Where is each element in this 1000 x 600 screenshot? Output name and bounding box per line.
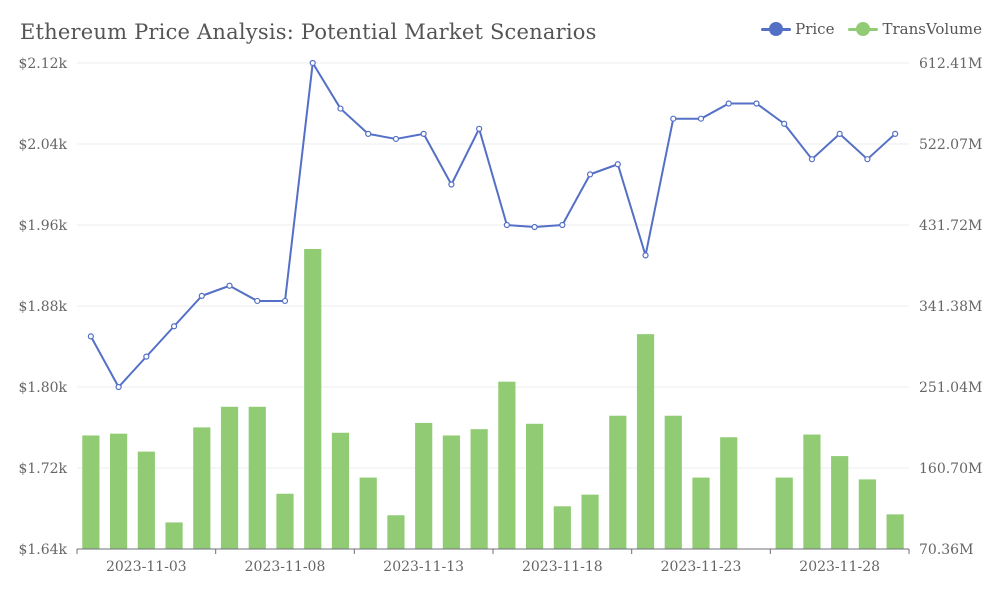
point-price[interactable] [226,282,233,289]
y-right-tick-label: 251.04M [919,380,982,396]
x-tick-label: 2023-11-28 [799,559,880,575]
bar-transvolume[interactable] [803,434,821,549]
point-price[interactable] [559,221,566,229]
point-price[interactable] [531,223,538,231]
bar-transvolume[interactable] [775,477,793,549]
bar-transvolume[interactable] [248,406,266,549]
line-price [89,62,896,388]
bar-transvolume[interactable] [165,522,183,549]
point-price[interactable] [309,59,316,67]
point-price[interactable] [281,297,289,305]
point-price[interactable] [697,115,705,122]
legend-item-transvolume[interactable]: TransVolume [848,20,982,38]
point-price[interactable] [892,130,899,137]
point-price[interactable] [365,130,372,137]
point-price[interactable] [170,323,178,330]
point-price[interactable] [198,292,205,299]
bar-transvolume[interactable] [553,506,571,549]
x-tick-label: 2023-11-23 [661,559,742,575]
bar-transvolume[interactable] [387,515,405,549]
point-price[interactable] [725,100,732,107]
legend-swatch-price [761,22,792,36]
y-right-tick-label: 431.72M [919,218,982,234]
legend-label-price: Price [795,20,835,38]
bar-transvolume[interactable] [636,334,655,549]
bar-transvolume[interactable] [359,477,377,549]
point-price[interactable] [614,161,621,168]
point-price[interactable] [836,130,843,137]
x-tick-label: 2023-11-13 [383,559,464,575]
y-right-tick-label: 160.70M [919,461,982,477]
point-price[interactable] [670,115,677,122]
y-right-tick-label: 70.36M [919,542,973,558]
bar-transvolume[interactable] [442,435,460,549]
point-price[interactable] [392,135,400,143]
legend-item-price[interactable]: Price [761,20,834,38]
point-price[interactable] [337,105,344,112]
bar-transvolume[interactable] [82,435,100,549]
bar-transvolume[interactable] [498,381,516,549]
bar-transvolume[interactable] [137,451,155,549]
y-left-tick-label: $2.04k [18,137,67,153]
point-price[interactable] [420,130,427,137]
bar-transvolume[interactable] [331,432,350,549]
point-price[interactable] [115,383,122,391]
x-tick-label: 2023-11-18 [522,559,603,575]
bar-transvolume[interactable] [664,415,682,549]
bar-transvolume[interactable] [609,415,627,549]
chart-title: Ethereum Price Analysis: Potential Marke… [20,20,597,44]
y-left-tick-label: $1.80k [18,380,67,396]
point-price[interactable] [642,252,649,259]
bar-transvolume[interactable] [415,422,433,549]
point-price[interactable] [143,353,150,360]
bar-transvolume[interactable] [193,427,211,549]
point-price[interactable] [781,120,788,127]
bar-transvolume[interactable] [581,494,599,549]
point-price[interactable] [476,125,483,132]
point-price[interactable] [87,333,94,340]
bar-transvolume[interactable] [110,433,128,549]
bar-transvolume[interactable] [692,477,710,549]
y-right-tick-label: 612.41M [919,56,982,72]
bar-transvolume[interactable] [220,406,239,549]
bar-transvolume[interactable] [720,437,738,549]
point-price[interactable] [753,100,760,107]
point-price[interactable] [808,156,816,163]
y-right-tick-label: 522.07M [919,137,982,153]
point-price[interactable] [864,156,871,163]
x-tick-label: 2023-11-08 [245,559,326,575]
point-price[interactable] [503,221,510,229]
y-right-tick-label: 341.38M [919,299,982,315]
point-price[interactable] [254,297,261,305]
bar-transvolume[interactable] [276,493,294,549]
bar-transvolume[interactable] [470,429,488,549]
bar-transvolume[interactable] [858,479,876,549]
bar-transvolume[interactable] [304,248,322,550]
bar-transvolume[interactable] [886,514,904,549]
chart-legend: Price TransVolume [761,20,982,38]
point-price[interactable] [586,171,594,178]
y-left-tick-label: $1.72k [18,461,67,477]
point-price[interactable] [448,181,455,188]
legend-swatch-transvolume [848,22,879,36]
y-left-tick-label: $1.96k [18,218,67,234]
y-left-tick-label: $2.12k [18,56,67,72]
bar-transvolume[interactable] [526,423,544,549]
y-left-tick-label: $1.64k [18,542,67,558]
y-left-tick-label: $1.88k [18,299,67,315]
legend-label-transvolume: TransVolume [882,20,982,38]
bar-transvolume[interactable] [831,456,849,549]
x-tick-label: 2023-11-03 [106,559,187,575]
